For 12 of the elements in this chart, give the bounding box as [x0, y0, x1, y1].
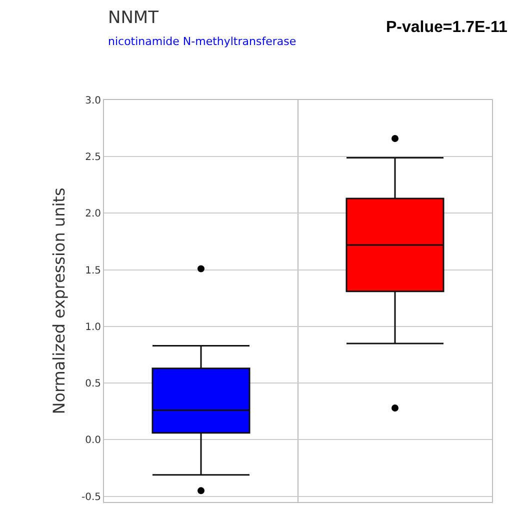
chart-title: NNMT [108, 8, 160, 28]
y-tick-label: 2.0 [85, 208, 101, 220]
y-tick-label: 0.5 [85, 378, 101, 390]
y-tick-label: 1.5 [85, 265, 101, 276]
text: P-value=1.7E-11 [386, 19, 508, 36]
y-tick-label: 0.0 [85, 435, 101, 446]
y-axis-title: Normalized expression units [49, 188, 68, 414]
chart-subtitle: nicotinamide N-methyltransferase [108, 35, 296, 48]
y-tick-label: -0.5 [81, 492, 101, 503]
y-tick-label: 1.0 [85, 322, 101, 333]
y-tick-label: 3.0 [85, 96, 101, 106]
y-tick-label: 2.5 [85, 152, 101, 164]
